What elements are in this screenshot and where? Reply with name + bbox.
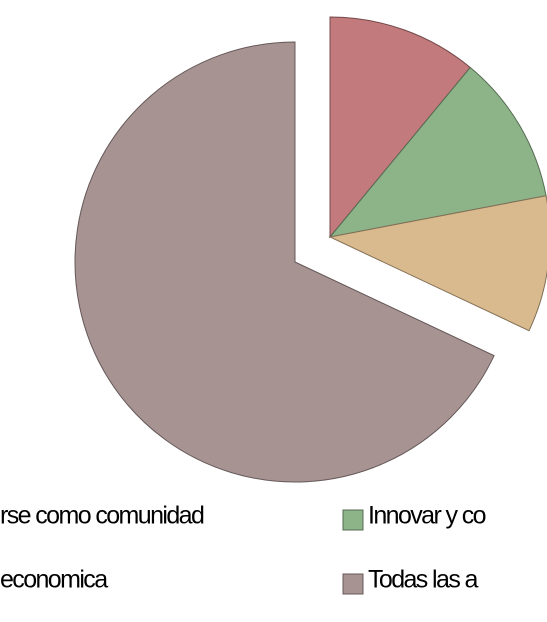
pie-slice <box>328 66 547 238</box>
legend-swatch <box>342 573 364 595</box>
legend-label: rse como comunidad <box>0 502 204 530</box>
pie-slice <box>74 41 495 483</box>
legend-label: economica <box>0 566 108 594</box>
pie-slice <box>328 195 547 332</box>
legend-label: Todas las a <box>368 566 479 594</box>
legend-label: Innovar y co <box>368 502 486 530</box>
pie-slice <box>329 16 471 239</box>
legend-swatch <box>342 509 364 531</box>
